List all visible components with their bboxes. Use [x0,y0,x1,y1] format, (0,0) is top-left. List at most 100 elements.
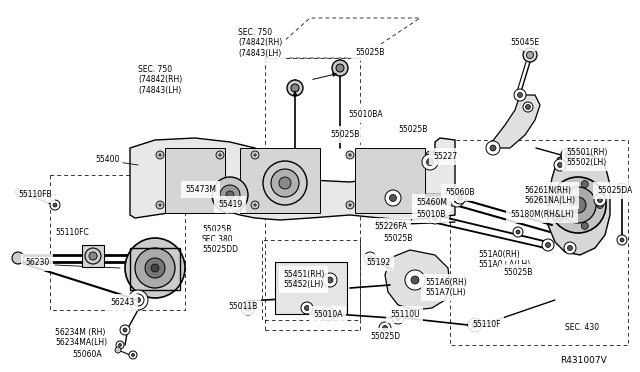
Circle shape [220,185,240,205]
Circle shape [263,161,307,205]
Circle shape [514,89,526,101]
Text: 55025DD: 55025DD [202,245,238,254]
Text: 551A0(RH)
551A0+A(LH): 551A0(RH) 551A0+A(LH) [478,250,531,269]
Text: 56261N(RH)
56261NA(LH): 56261N(RH) 56261NA(LH) [524,186,575,205]
Circle shape [53,203,57,207]
Text: 55045E: 55045E [510,38,539,47]
Circle shape [120,325,130,335]
Circle shape [216,151,224,159]
Bar [82,245,104,267]
Circle shape [301,302,313,314]
Text: 55227: 55227 [433,152,457,161]
Circle shape [405,270,425,290]
Circle shape [292,277,298,283]
Circle shape [287,80,303,96]
Circle shape [219,154,221,156]
Circle shape [598,198,602,202]
Circle shape [542,239,554,251]
Circle shape [538,196,543,201]
Circle shape [212,177,248,213]
Text: 55192: 55192 [366,258,390,267]
Circle shape [251,201,259,209]
Circle shape [426,158,433,166]
Circle shape [426,151,434,159]
Circle shape [12,252,24,264]
Circle shape [349,204,351,206]
Circle shape [490,145,496,151]
Circle shape [346,151,354,159]
Circle shape [472,322,478,328]
Circle shape [323,273,337,287]
Text: 55011B: 55011B [228,302,257,311]
Circle shape [50,200,60,210]
Circle shape [367,256,372,260]
Bar [240,148,320,213]
Circle shape [513,227,523,237]
Bar [275,262,347,314]
Circle shape [254,204,256,206]
Text: 55419: 55419 [218,200,243,209]
Circle shape [142,257,146,261]
Circle shape [89,252,97,260]
Text: 55025B: 55025B [503,268,532,277]
Circle shape [219,204,221,206]
Circle shape [564,242,576,254]
Text: 56234M (RH)
56234MA(LH): 56234M (RH) 56234MA(LH) [55,328,107,347]
Circle shape [251,151,259,159]
Circle shape [132,294,144,306]
Circle shape [380,221,385,227]
Circle shape [594,194,606,206]
Text: 55010B: 55010B [416,210,445,219]
Circle shape [449,189,461,201]
Circle shape [150,278,154,282]
Circle shape [553,207,563,217]
Circle shape [226,191,234,199]
Circle shape [617,235,627,245]
Circle shape [518,93,522,97]
Circle shape [617,183,627,193]
Polygon shape [385,250,450,310]
Circle shape [486,141,500,155]
Circle shape [129,351,137,359]
Circle shape [557,214,564,221]
Circle shape [523,102,533,112]
Text: 55451(RH)
55452(LH): 55451(RH) 55452(LH) [283,270,324,289]
Circle shape [116,341,124,349]
Circle shape [383,326,387,330]
Circle shape [620,238,624,242]
Circle shape [279,177,291,189]
Bar [130,248,180,290]
Circle shape [118,343,122,346]
Circle shape [568,246,573,250]
Circle shape [454,192,466,204]
Circle shape [596,202,604,208]
Circle shape [429,204,431,206]
Text: 55025DA: 55025DA [597,186,632,195]
Circle shape [85,248,101,264]
Polygon shape [130,138,455,220]
Circle shape [433,215,438,221]
Polygon shape [488,95,540,148]
Circle shape [159,204,161,206]
Circle shape [450,193,464,207]
Text: 55501(RH)
55502(LH): 55501(RH) 55502(LH) [566,148,607,167]
Circle shape [468,318,482,332]
Circle shape [454,197,460,203]
Text: 56243: 56243 [110,298,134,307]
Text: 55460M: 55460M [416,198,447,207]
Circle shape [376,218,388,230]
Text: 55226FA: 55226FA [374,222,407,231]
Circle shape [429,212,441,224]
Polygon shape [548,152,610,255]
Circle shape [557,163,563,167]
Text: 55010BA: 55010BA [348,110,383,119]
Circle shape [379,322,391,334]
Circle shape [336,64,344,72]
Circle shape [156,151,164,159]
Circle shape [523,48,537,62]
Text: 55110FB: 55110FB [18,190,52,199]
Text: 55025D: 55025D [370,332,400,341]
Text: 55060B: 55060B [445,188,474,197]
Text: 55025B: 55025B [355,48,385,57]
Circle shape [145,258,165,278]
